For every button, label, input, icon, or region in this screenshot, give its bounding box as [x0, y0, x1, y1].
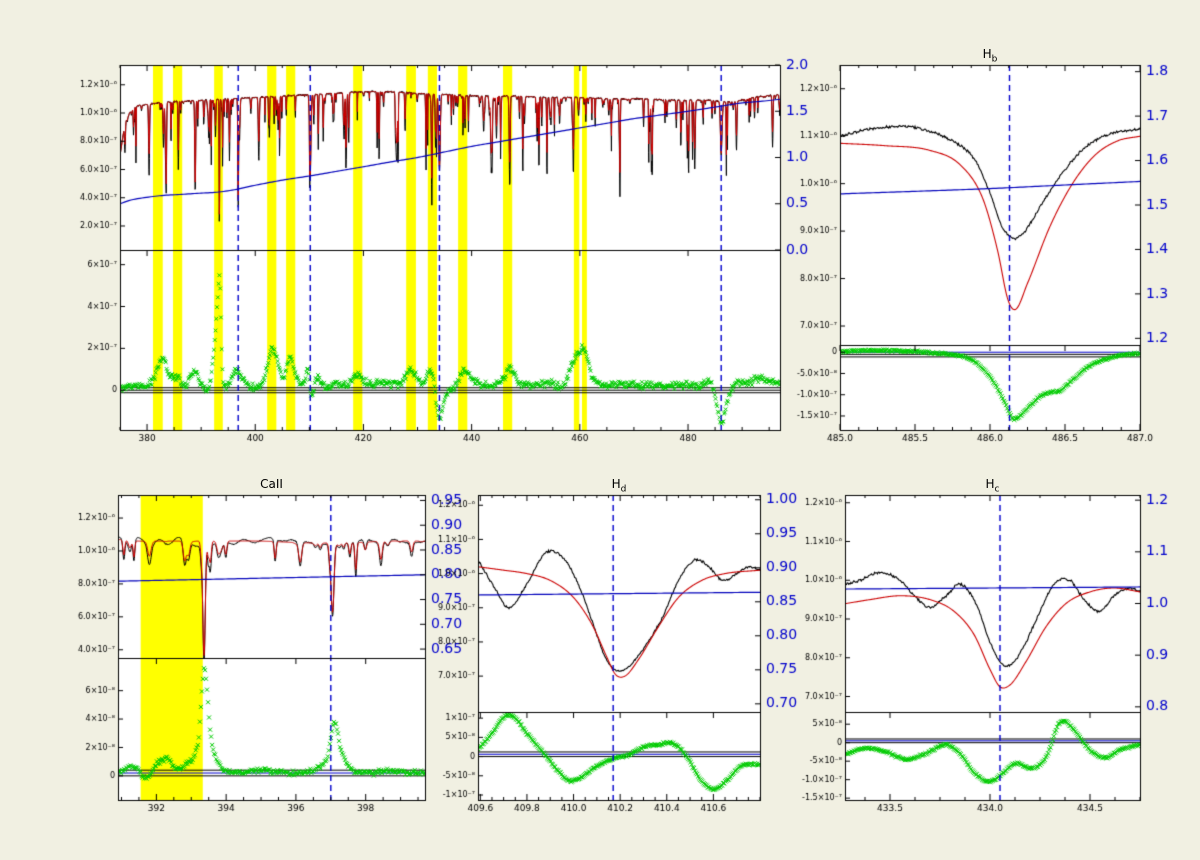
panel-title-subscript: b	[991, 54, 998, 65]
panel-title-hb: Hb	[945, 47, 1035, 64]
panel-title-text: H	[985, 477, 995, 491]
panel-title-text: CaII	[260, 477, 283, 491]
panel-title-hd: Hd	[574, 477, 664, 494]
panel-title-hc: Hc	[948, 477, 1038, 494]
panel-title-subscript: d	[620, 484, 627, 495]
panel-title-text: H	[611, 477, 621, 491]
panel-title-text: H	[982, 47, 992, 61]
panel-title-caii: CaII	[227, 477, 317, 494]
panel-title-subscript: c	[994, 484, 1000, 495]
